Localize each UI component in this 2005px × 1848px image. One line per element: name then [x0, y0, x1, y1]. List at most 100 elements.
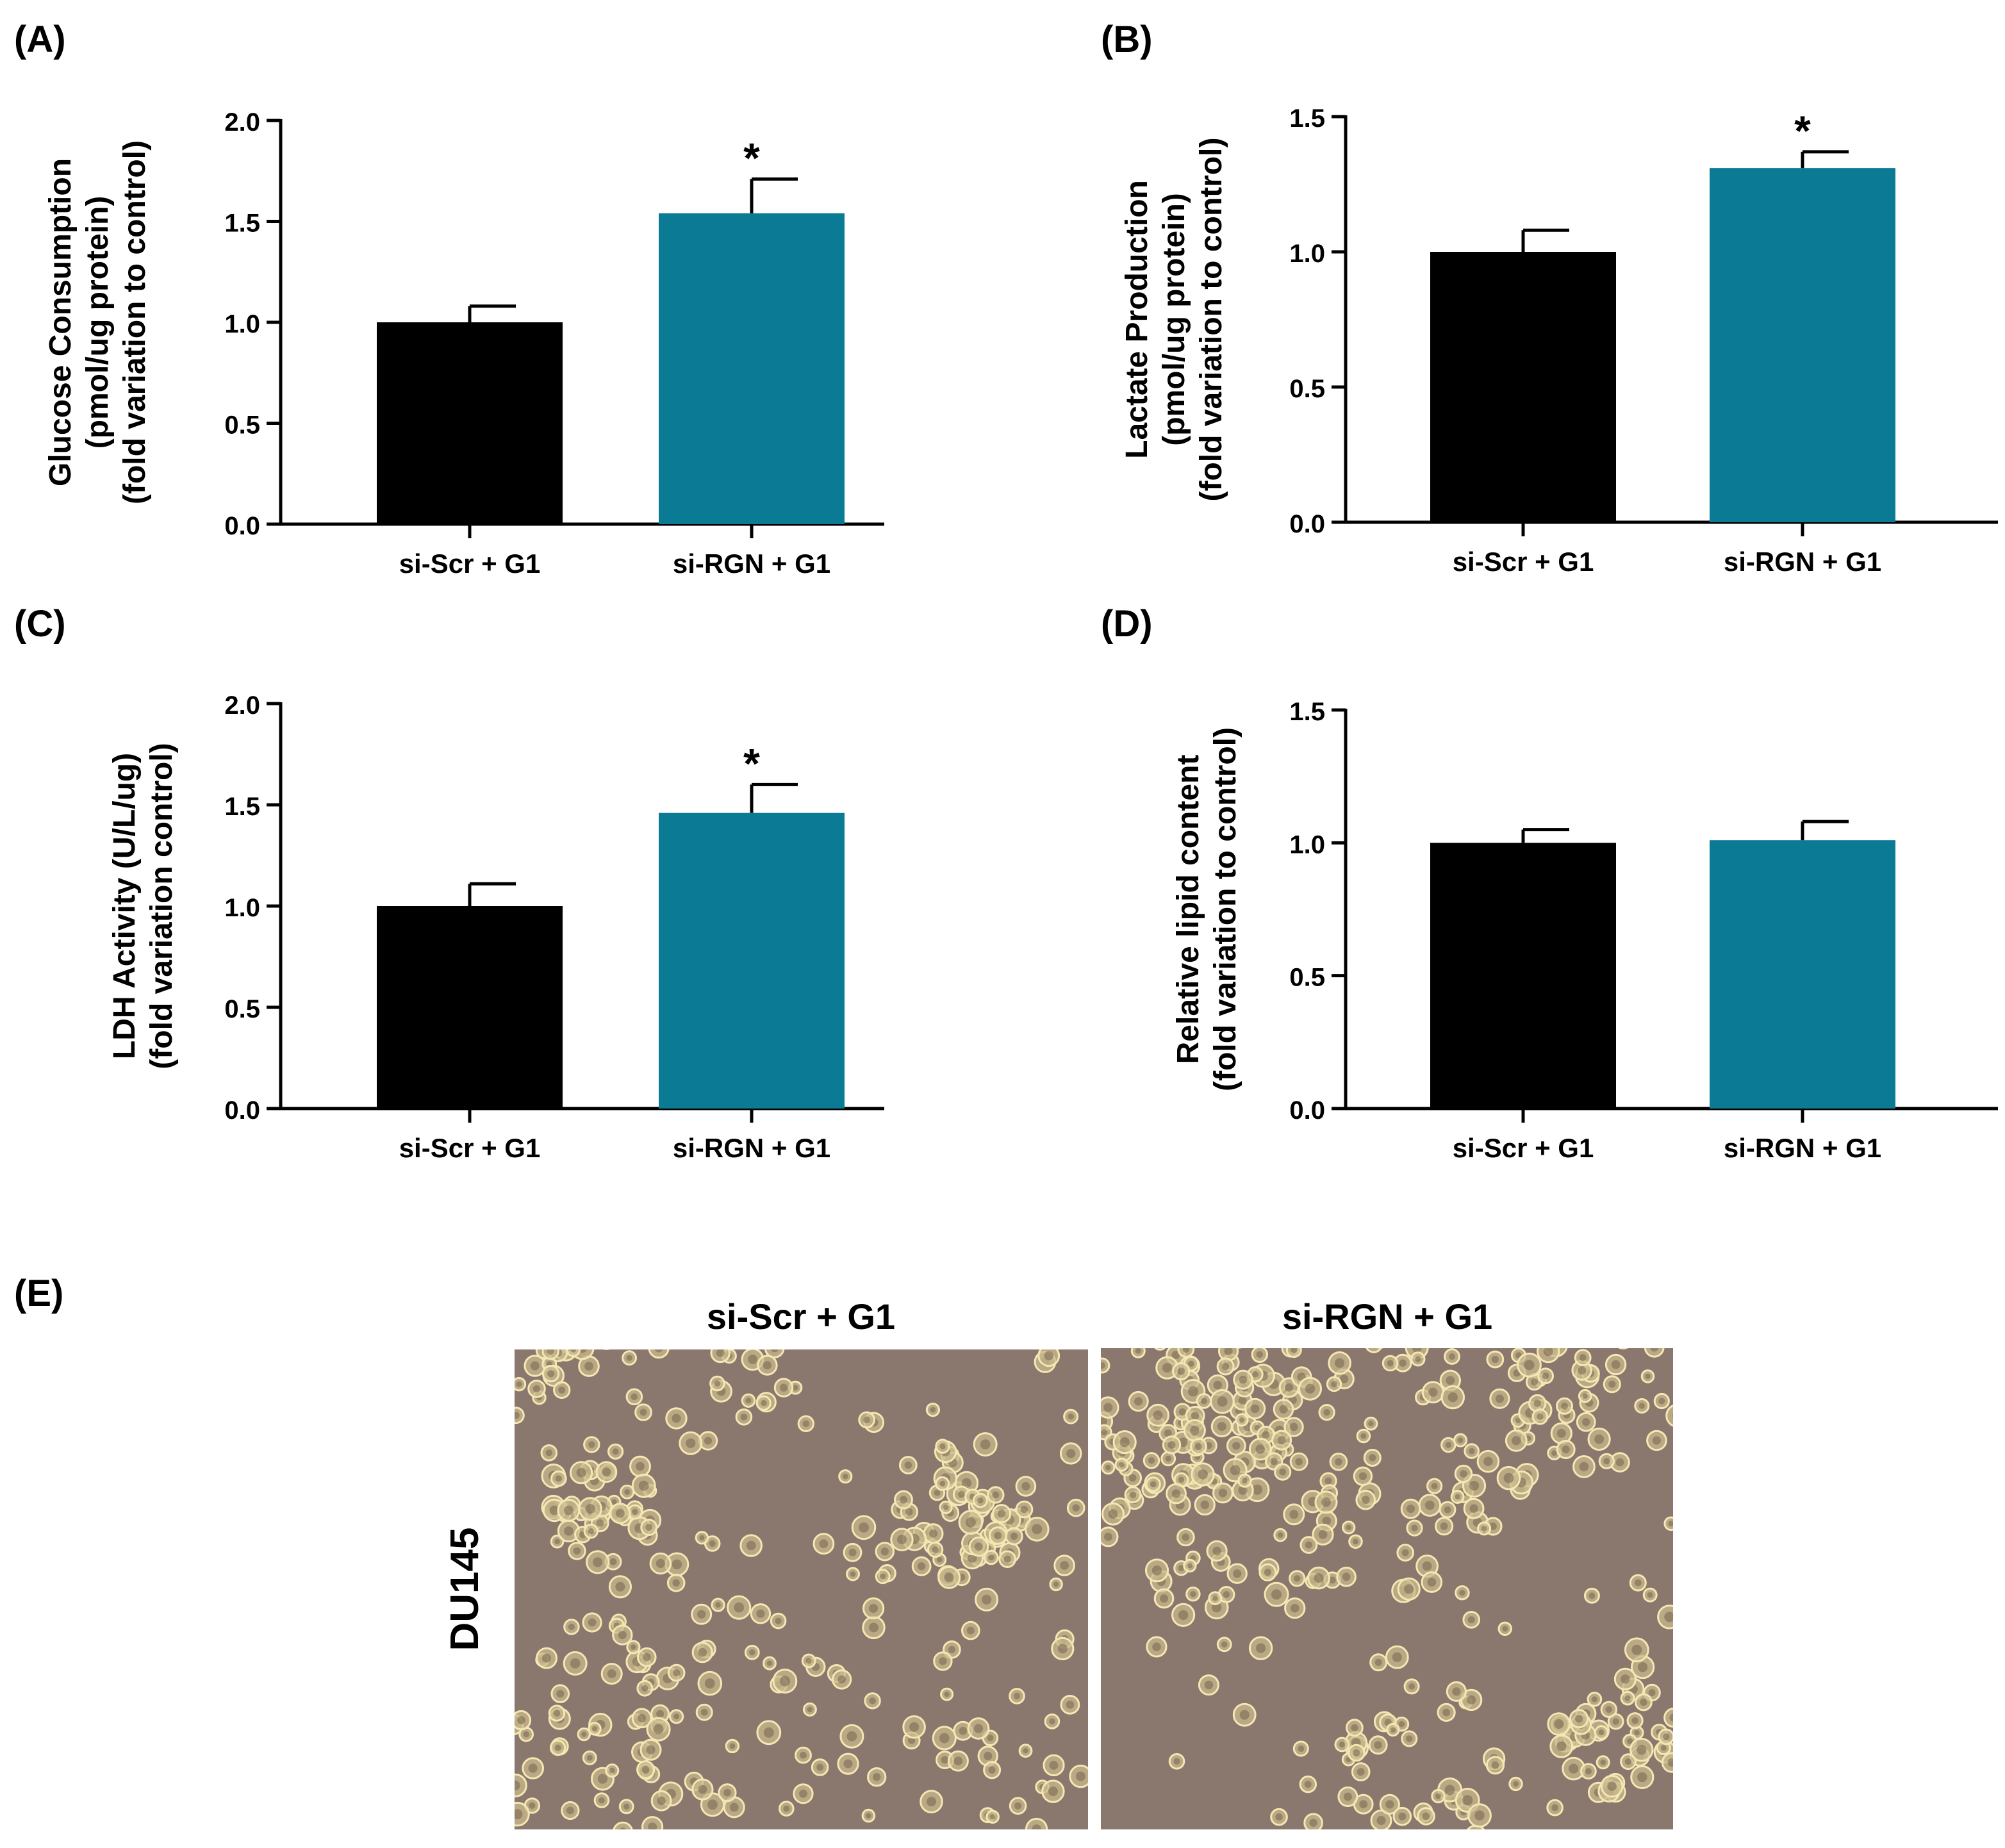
cell-nucleus	[1200, 1500, 1209, 1510]
cell-nucleus	[1279, 1468, 1287, 1476]
cell	[1025, 1817, 1048, 1829]
cell-nucleus	[555, 1475, 562, 1482]
cell-nucleus	[654, 1349, 663, 1353]
cell-nucleus	[1335, 1358, 1345, 1368]
y-tick-label-d: 0.0	[1289, 1096, 1325, 1125]
cell-nucleus	[1468, 1448, 1475, 1455]
cell-nucleus	[1150, 1481, 1157, 1488]
bar-charts: 0.0 0.5 1.0 1.5 2.0 si-Scr + G1 si-RGN + G1 * Gl…	[44, 104, 1998, 1163]
cell-nucleus	[1667, 1758, 1673, 1767]
cell-nucleus	[1160, 1594, 1168, 1603]
cell-nucleus	[766, 1660, 773, 1666]
cell	[648, 1349, 670, 1359]
cell-nucleus	[1151, 1565, 1162, 1576]
cell-nucleus	[756, 1609, 765, 1618]
cell-nucleus	[716, 1349, 725, 1357]
cell-nucleus	[917, 1562, 926, 1571]
y-axis-label-d: (fold variation to control)	[1209, 727, 1242, 1091]
cell-nucleus	[1575, 1715, 1583, 1723]
cell-nucleus	[977, 1497, 984, 1504]
cell-nucleus	[609, 1767, 615, 1774]
cell-nucleus	[1631, 1717, 1638, 1724]
cell-nucleus	[591, 1726, 598, 1731]
cell-nucleus	[729, 1743, 736, 1749]
cell-nucleus	[1295, 1458, 1303, 1465]
cell-nucleus	[1238, 1485, 1248, 1495]
cell-nucleus	[657, 1796, 666, 1805]
cell-nucleus	[763, 1361, 771, 1370]
cell-nucleus	[1239, 1710, 1250, 1720]
cell-nucleus	[1428, 1387, 1438, 1397]
cell-nucleus	[615, 1581, 625, 1592]
cell-nucleus	[1361, 1496, 1370, 1505]
cell-nucleus	[1495, 1394, 1504, 1403]
cell-nucleus	[1305, 1383, 1316, 1394]
cell-nucleus	[1289, 1510, 1299, 1519]
cell-nucleus	[1204, 1680, 1214, 1690]
cell-nucleus	[1339, 1374, 1349, 1383]
cell-nucleus	[1469, 1504, 1478, 1513]
cell-nucleus	[1640, 1698, 1647, 1706]
bar-a-1	[377, 322, 563, 524]
cell-nucleus	[612, 1448, 619, 1455]
cell-nucleus	[837, 1675, 846, 1684]
cell-nucleus	[1119, 1437, 1130, 1448]
cell-nucleus	[1224, 1348, 1233, 1356]
cell-nucleus	[1515, 1417, 1521, 1424]
cell-nucleus	[1191, 1412, 1200, 1420]
cell-nucleus	[1353, 1539, 1358, 1545]
cell-nucleus	[729, 1803, 739, 1812]
cell-nucleus	[1406, 1735, 1413, 1742]
cell-nucleus	[1412, 1348, 1422, 1353]
cell-nucleus	[994, 1531, 1002, 1540]
cell-nucleus	[1556, 1428, 1566, 1438]
cell-nucleus	[880, 1573, 886, 1580]
cell-nucleus	[939, 1443, 946, 1449]
significance-star-b: *	[1794, 107, 1811, 154]
cell-nucleus	[556, 1690, 565, 1698]
cell-nucleus	[1335, 1458, 1342, 1465]
cell-nucleus	[1624, 1695, 1631, 1701]
cell-nucleus	[1533, 1399, 1541, 1407]
cell-nucleus	[1524, 1360, 1535, 1371]
bar-a-2	[659, 213, 845, 524]
cell-nucleus	[609, 1558, 617, 1565]
cell-nucleus	[1631, 1644, 1642, 1655]
cell-nucleus	[1542, 1373, 1549, 1380]
cell-nucleus	[1491, 1355, 1499, 1364]
cell-nucleus	[1645, 1373, 1651, 1380]
cell-nucleus	[1608, 1380, 1616, 1388]
y-tick-label-b: 0.0	[1289, 510, 1325, 538]
cell-nucleus	[714, 1380, 721, 1387]
cell-nucleus	[973, 1724, 984, 1733]
cell-nucleus	[1398, 1721, 1405, 1728]
cell-nucleus	[1455, 1494, 1460, 1500]
cell-nucleus	[616, 1509, 625, 1518]
cell-nucleus	[1579, 1462, 1589, 1472]
y-axis-label-a: Glucose Consumption	[44, 158, 78, 486]
cell-nucleus	[1232, 1442, 1241, 1450]
y-tick-label-b: 1.5	[1289, 104, 1325, 133]
cell-nucleus	[1658, 1398, 1665, 1405]
cell-nucleus	[638, 1480, 649, 1491]
cell-nucleus	[699, 1535, 705, 1540]
cell-nucleus	[880, 1547, 889, 1556]
y-axis-label-b: (pmol/ug protein)	[1157, 193, 1191, 446]
cell-nucleus	[988, 1554, 994, 1561]
cell-nucleus	[1392, 1652, 1402, 1662]
cell-nucleus	[1023, 1748, 1028, 1754]
cell-nucleus	[1148, 1457, 1155, 1464]
cell-nucleus	[1637, 1745, 1647, 1755]
cell-nucleus	[704, 1437, 713, 1445]
cell-nucleus	[1554, 1719, 1564, 1729]
cell-nucleus	[1637, 1772, 1647, 1783]
cell-nucleus	[1290, 1603, 1300, 1613]
cell-nucleus	[953, 1756, 963, 1765]
cell-nucleus	[1309, 1819, 1317, 1827]
cell-nucleus	[1404, 1584, 1414, 1594]
cell-nucleus	[1435, 1793, 1441, 1799]
cell-nucleus	[992, 1491, 1000, 1499]
cell-nucleus	[987, 1735, 994, 1742]
cell-nucleus	[1359, 1800, 1368, 1809]
cell-nucleus	[1647, 1592, 1653, 1598]
